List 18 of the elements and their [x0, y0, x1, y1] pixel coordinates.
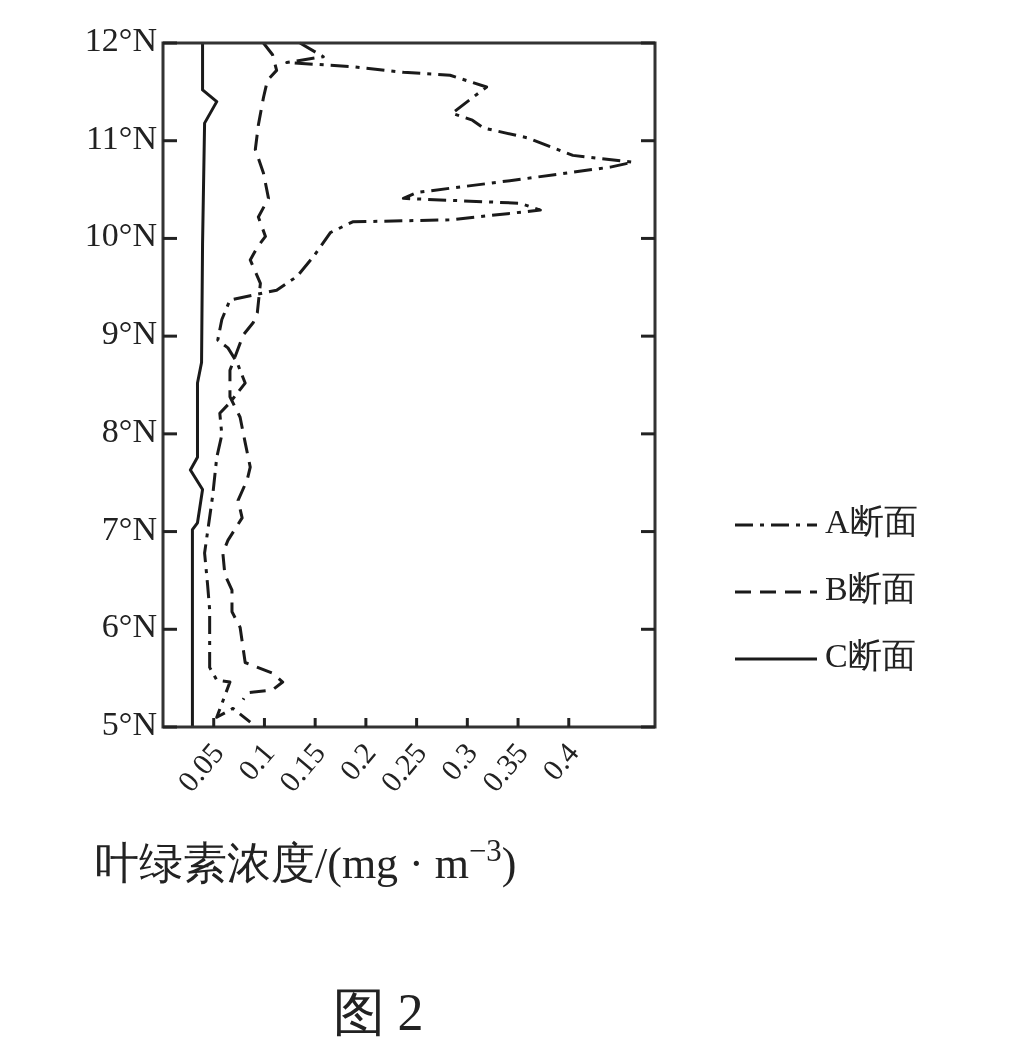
y-tick-label: 11°N — [86, 118, 157, 156]
x-tick-label: 0.2 — [332, 736, 382, 787]
legend-label: B断面 — [825, 569, 916, 607]
y-tick-label: 5°N — [101, 704, 157, 742]
y-tick-label: 10°N — [84, 216, 157, 254]
y-tick-label: 8°N — [101, 411, 157, 449]
caption: 图 2 — [332, 984, 424, 1041]
x-tick-label: 0.3 — [433, 736, 484, 787]
x-axis-title: 叶绿素浓度/(mg · m$^{−3}$) — [95, 834, 517, 888]
y-tick-label: 7°N — [101, 509, 157, 547]
legend-label: A断面 — [825, 502, 918, 540]
legend-label: C断面 — [825, 636, 916, 674]
y-tick-label: 6°N — [101, 607, 157, 645]
x-tick-label: 0.4 — [535, 736, 585, 787]
x-tick-label: 0.1 — [230, 736, 281, 787]
y-tick-label: 12°N — [84, 20, 157, 58]
y-tick-label: 9°N — [101, 313, 157, 351]
x-tick-label: 0.05 — [170, 736, 230, 798]
